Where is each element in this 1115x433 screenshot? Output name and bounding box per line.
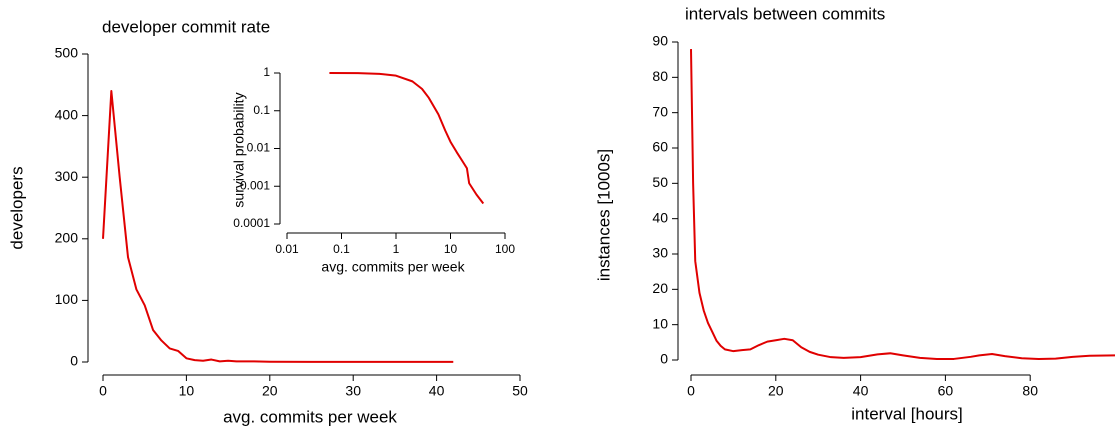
y-tick-label: 300	[55, 168, 79, 184]
y-tick-label: 200	[55, 230, 79, 246]
x-tick-label: 60	[938, 383, 954, 399]
x-tick-label: 10	[444, 242, 458, 256]
x-tick-label: 20	[768, 383, 784, 399]
y-tick-label: 0.0001	[233, 216, 270, 230]
y-tick-label: 70	[652, 103, 668, 119]
y-tick-label: 60	[652, 139, 668, 155]
x-tick-label: 1	[393, 242, 400, 256]
y-tick-label: 10	[652, 315, 668, 331]
x-tick-label: 20	[262, 383, 278, 399]
y-tick-label: 80	[652, 68, 668, 84]
x-tick-label: 50	[512, 383, 528, 399]
x-tick-label: 30	[345, 383, 361, 399]
chart-title: developer commit rate	[102, 17, 270, 36]
x-tick-label: 80	[1022, 383, 1038, 399]
y-tick-label: 100	[55, 291, 79, 307]
x-tick-label: 0.01	[275, 242, 299, 256]
y-tick-label: 0	[660, 351, 668, 367]
data-line	[102, 89, 454, 363]
data-line	[690, 49, 1115, 360]
y-axis-label: survival probability	[231, 92, 247, 207]
x-axis-label: avg. commits per week	[321, 259, 465, 275]
x-tick-label: 0	[99, 383, 107, 399]
y-tick-label: 0.1	[253, 103, 270, 117]
y-tick-label: 20	[652, 280, 668, 296]
x-tick-label: 100	[495, 242, 515, 256]
y-tick-label: 0	[70, 353, 78, 369]
x-axis-label: interval [hours]	[851, 404, 963, 423]
x-axis-label: avg. commits per week	[223, 407, 397, 426]
data-line	[329, 72, 485, 205]
x-tick-label: 40	[429, 383, 445, 399]
y-tick-label: 500	[55, 45, 79, 61]
x-tick-label: 0.1	[333, 242, 350, 256]
y-tick-label: 400	[55, 106, 79, 122]
y-tick-label: 30	[652, 245, 668, 261]
x-tick-label: 10	[179, 383, 195, 399]
y-tick-label: 1	[263, 65, 270, 79]
y-tick-label: 40	[652, 209, 668, 225]
x-tick-label: 40	[853, 383, 869, 399]
chart-title: intervals between commits	[685, 4, 885, 23]
y-tick-label: 0.01	[247, 141, 271, 155]
y-axis-label: developers	[7, 166, 26, 249]
x-tick-label: 0	[687, 383, 695, 399]
y-tick-label: 0.001	[240, 178, 270, 192]
y-tick-label: 90	[652, 33, 668, 49]
y-axis-label: instances [1000s]	[594, 149, 613, 281]
y-tick-label: 50	[652, 174, 668, 190]
